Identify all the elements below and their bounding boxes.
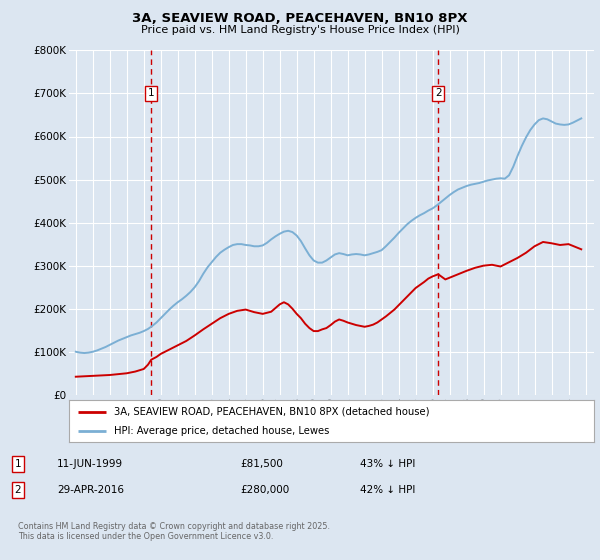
Text: 2: 2	[14, 485, 22, 495]
Text: 3A, SEAVIEW ROAD, PEACEHAVEN, BN10 8PX: 3A, SEAVIEW ROAD, PEACEHAVEN, BN10 8PX	[132, 12, 468, 25]
Text: Price paid vs. HM Land Registry's House Price Index (HPI): Price paid vs. HM Land Registry's House …	[140, 25, 460, 35]
Text: £280,000: £280,000	[240, 485, 289, 495]
Text: HPI: Average price, detached house, Lewes: HPI: Average price, detached house, Lewe…	[113, 426, 329, 436]
Text: £81,500: £81,500	[240, 459, 283, 469]
Text: 43% ↓ HPI: 43% ↓ HPI	[360, 459, 415, 469]
Text: 1: 1	[14, 459, 22, 469]
Text: Contains HM Land Registry data © Crown copyright and database right 2025.
This d: Contains HM Land Registry data © Crown c…	[18, 522, 330, 542]
Text: 1: 1	[148, 88, 155, 99]
Text: 2: 2	[435, 88, 442, 99]
Text: 3A, SEAVIEW ROAD, PEACEHAVEN, BN10 8PX (detached house): 3A, SEAVIEW ROAD, PEACEHAVEN, BN10 8PX (…	[113, 407, 429, 417]
Text: 29-APR-2016: 29-APR-2016	[57, 485, 124, 495]
Text: 11-JUN-1999: 11-JUN-1999	[57, 459, 123, 469]
Text: 42% ↓ HPI: 42% ↓ HPI	[360, 485, 415, 495]
